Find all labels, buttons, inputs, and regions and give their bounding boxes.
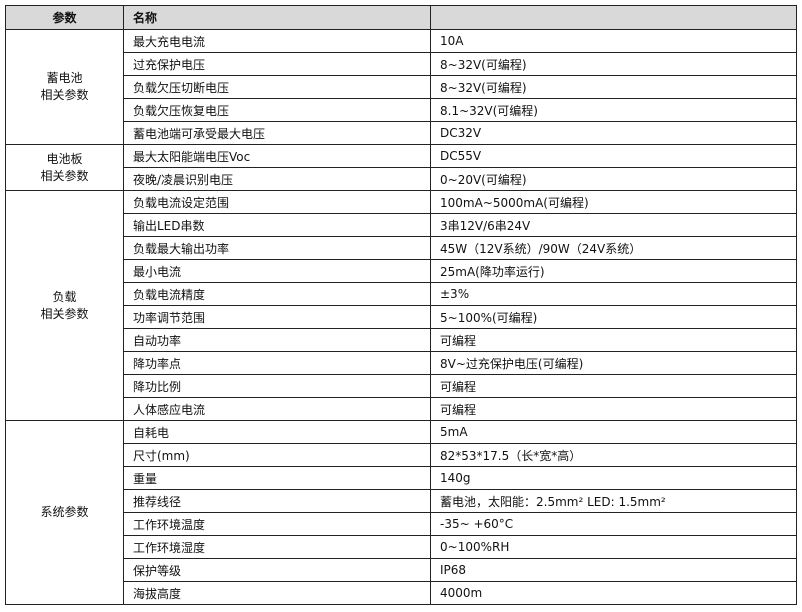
param-name: 负载电流精度 [123,282,431,306]
table-row: 蓄电池 相关参数 最大充电电流 10A [5,29,797,145]
param-value: 0~100%RH [430,535,797,559]
param-name: 负载最大输出功率 [123,236,431,260]
table-row: 负载欠压切断电压 8~32V(可编程) [6,75,797,99]
group-label-line: 电池板 [46,151,83,166]
param-value: 可编程 [430,374,797,398]
param-name: 夜晚/凌晨识别电压 [123,167,431,191]
table-row: 负载最大输出功率 45W（12V系统）/90W（24V系统） [6,236,797,260]
param-name: 负载电流设定范围 [123,190,431,214]
param-value: 4000m [430,581,797,605]
param-name: 降功率点 [123,351,431,375]
table-row: 工作环境温度 -35~ +60°C [6,512,797,536]
header-param: 参数 [5,5,124,30]
spec-table: 参数 名称 蓄电池 相关参数 最大充电电流 10A 过充保护电压 8~32V(可编程) 负载… [5,5,797,605]
table-row: 工作环境湿度 0~100%RH [6,535,797,559]
param-value: 蓄电池，太阳能：2.5mm² LED: 1.5mm² [430,489,797,513]
group-label-line: 相关参数 [40,168,89,183]
param-name: 保护等级 [123,558,431,582]
param-name: 自动功率 [123,328,431,352]
table-row: 尺寸(mm) 82*53*17.5（长*宽*高） [6,443,797,467]
param-value: 5mA [430,420,797,444]
param-value: 3串12V/6串24V [430,213,797,237]
param-value: 25mA(降功率运行) [430,259,797,283]
param-name: 人体感应电流 [123,397,431,421]
table-row: 推荐线径 蓄电池，太阳能：2.5mm² LED: 1.5mm² [6,489,797,513]
param-name: 最大充电电流 [123,29,431,53]
param-name: 最大太阳能端电压Voc [123,144,431,168]
param-name: 最小电流 [123,259,431,283]
table-row: 负载欠压恢复电压 8.1~32V(可编程) [6,98,797,122]
table-row: 系统参数 自耗电 5mA [5,420,797,605]
table-row: 重量 140g [6,466,797,490]
param-name: 降功比例 [123,374,431,398]
param-value: 45W（12V系统）/90W（24V系统） [430,236,797,260]
param-value: -35~ +60°C [430,512,797,536]
param-value: 10A [430,29,797,53]
param-name: 负载欠压切断电压 [123,75,431,99]
param-name: 输出LED串数 [123,213,431,237]
param-name: 推荐线径 [123,489,431,513]
table-row: 蓄电池端可承受最大电压 DC32V [6,121,797,145]
table-row: 降功率点 8V~过充保护电压(可编程) [6,351,797,375]
param-value: 140g [430,466,797,490]
table-row: 过充保护电压 8~32V(可编程) [6,52,797,76]
param-name: 工作环境湿度 [123,535,431,559]
group-label-line: 系统参数 [40,505,89,519]
param-name: 尺寸(mm) [123,443,431,467]
table-row: 功率调节范围 5~100%(可编程) [6,305,797,329]
table-header: 参数 名称 [5,5,797,30]
param-value: 可编程 [430,328,797,352]
param-value: DC55V [430,144,797,168]
param-value: DC32V [430,121,797,145]
table-row: 人体感应电流 可编程 [6,397,797,421]
table-row: 最小电流 25mA(降功率运行) [6,259,797,283]
table-row: 负载电流精度 ±3% [6,282,797,306]
param-value: 8~32V(可编程) [430,75,797,99]
table-row: 电池板 相关参数 最大太阳能端电压Voc DC55V [5,144,797,191]
param-value: 8V~过充保护电压(可编程) [430,351,797,375]
param-value: IP68 [430,558,797,582]
param-name: 自耗电 [123,420,431,444]
param-value: 8~32V(可编程) [430,52,797,76]
param-name: 过充保护电压 [123,52,431,76]
table-row: 输出LED串数 3串12V/6串24V [6,213,797,237]
group-label-line: 相关参数 [40,306,89,321]
param-value: 82*53*17.5（长*宽*高） [430,443,797,467]
param-value: ±3% [430,282,797,306]
table-row: 自动功率 可编程 [6,328,797,352]
table-row: 夜晚/凌晨识别电压 0~20V(可编程) [6,167,797,191]
param-value: 100mA~5000mA(可编程) [430,190,797,214]
group-label: 负载 相关参数 [5,190,124,421]
group-label-line: 负载 [52,289,77,304]
group-label: 蓄电池 相关参数 [5,29,124,145]
param-name: 海拔高度 [123,581,431,605]
param-value: 8.1~32V(可编程) [430,98,797,122]
param-name: 工作环境温度 [123,512,431,536]
header-value [430,5,797,30]
param-value: 5~100%(可编程) [430,305,797,329]
group-label: 电池板 相关参数 [5,144,124,191]
param-name: 功率调节范围 [123,305,431,329]
group-label-line: 蓄电池 [46,71,83,85]
param-name: 负载欠压恢复电压 [123,98,431,122]
param-name: 重量 [123,466,431,490]
param-value: 0~20V(可编程) [430,167,797,191]
group-label: 系统参数 [5,420,124,605]
param-name: 蓄电池端可承受最大电压 [123,121,431,145]
header-name: 名称 [123,5,431,30]
group-label-line: 相关参数 [40,88,89,102]
param-value: 可编程 [430,397,797,421]
table-row: 降功比例 可编程 [6,374,797,398]
table-row: 保护等级 IP68 [6,558,797,582]
table-row: 海拔高度 4000m [6,581,797,605]
table-row: 负载 相关参数 负载电流设定范围 100mA~5000mA(可编程) [5,190,797,421]
